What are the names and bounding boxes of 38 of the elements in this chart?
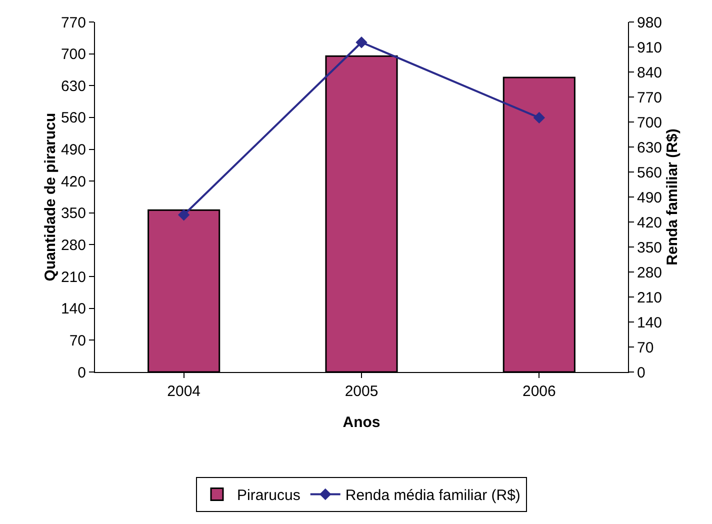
x-tick-label: 2005 bbox=[344, 383, 378, 400]
y-tick-label: 350 bbox=[60, 205, 86, 222]
y-tick-label: 280 bbox=[60, 236, 86, 254]
y2-tick-label: 0 bbox=[637, 364, 646, 382]
x-tick-label: 2006 bbox=[522, 383, 556, 400]
y-tick-label: 560 bbox=[60, 110, 86, 127]
y2-tick-label: 420 bbox=[637, 214, 662, 232]
y2-tick-label: 770 bbox=[637, 89, 662, 106]
y2-tick-label: 910 bbox=[637, 39, 662, 56]
y2-tick-label: 630 bbox=[637, 139, 662, 156]
y-tick-label: 420 bbox=[60, 173, 86, 190]
x-tick-label: 2004 bbox=[167, 383, 201, 400]
y2-tick-label: 210 bbox=[637, 289, 662, 306]
y-tick-label: 700 bbox=[60, 46, 86, 64]
point bbox=[533, 112, 546, 124]
point bbox=[178, 209, 190, 221]
y2-tick-label: 350 bbox=[637, 239, 662, 256]
y2-tick-label: 140 bbox=[637, 314, 662, 332]
y-tick-label: 770 bbox=[60, 14, 86, 32]
y-tick-label: 70 bbox=[69, 332, 86, 350]
point bbox=[356, 36, 368, 48]
y2-tick-label: 280 bbox=[637, 264, 662, 282]
y-axis-title: Quantidade de pirarucu bbox=[42, 112, 59, 282]
legend-label: Pirarucus bbox=[237, 487, 300, 504]
y2-tick-label: 560 bbox=[637, 164, 662, 182]
y2-tick-label: 700 bbox=[637, 114, 662, 132]
y-tick-label: 140 bbox=[60, 300, 86, 318]
y-tick-label: 490 bbox=[60, 142, 86, 159]
x-axis-title: Anos bbox=[342, 414, 380, 431]
y2-tick-label: 70 bbox=[637, 339, 654, 356]
y-tick-label: 210 bbox=[60, 268, 86, 286]
y-tick-label: 630 bbox=[60, 78, 86, 95]
legend-label: Renda média familiar (R$) bbox=[345, 487, 520, 504]
y2-tick-label: 840 bbox=[637, 64, 662, 82]
y-tick-label: 0 bbox=[78, 364, 86, 382]
y2-tick-label: 980 bbox=[637, 14, 662, 32]
y2-tick-label: 490 bbox=[637, 189, 662, 206]
y2-axis-title: Renda familiar (R$) bbox=[664, 128, 682, 266]
